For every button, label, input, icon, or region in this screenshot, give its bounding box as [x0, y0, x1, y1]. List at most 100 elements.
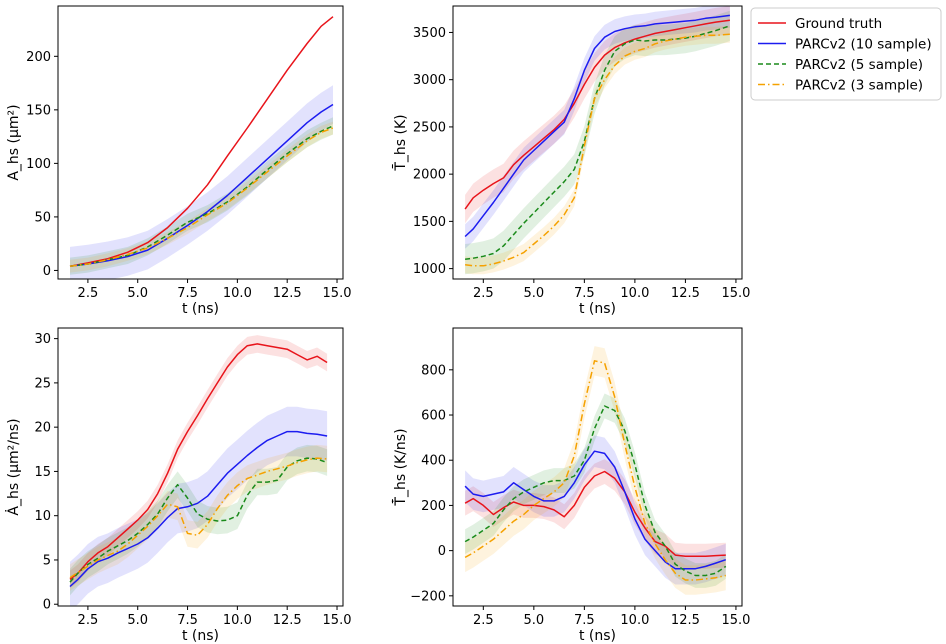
band-0: [465, 459, 726, 569]
y-tick-label: 3500: [413, 26, 446, 41]
x-tick-label: 12.5: [273, 286, 302, 301]
x-axis-label: t (ns): [579, 301, 616, 317]
series-line-0: [69, 16, 334, 267]
band-3: [70, 444, 328, 591]
series-line-1: [69, 103, 334, 267]
y-axis-label: T̄_hs (K): [391, 114, 409, 171]
legend-label-0: Ground truth: [795, 16, 882, 32]
x-axis-label: t (ns): [579, 628, 616, 644]
x-tick-label: 5.0: [523, 613, 544, 628]
band-3: [465, 346, 726, 595]
x-tick-label: 10.0: [223, 286, 252, 301]
series-line-3: [464, 360, 726, 581]
y-tick-label: 30: [34, 332, 51, 347]
series-line-2: [69, 457, 328, 583]
band-3: [70, 121, 333, 273]
legend-label-2: PARCv2 (5 sample): [795, 57, 923, 73]
band-1: [465, 435, 726, 585]
series-line-2: [69, 125, 334, 267]
x-tick-label: 7.5: [574, 613, 595, 628]
x-tick-label: 12.5: [671, 286, 700, 301]
axes-frame: [452, 327, 743, 607]
panel-area-rate: 2.5 5.0 7.5 10.0 12.5 15.0 0 5 10 15 20 25 30 t (ns) Ȧ…: [4, 327, 352, 644]
x-tick-label: 2.5: [78, 286, 99, 301]
y-tick-label: 0: [438, 544, 446, 559]
x-tick-label: 5.0: [127, 286, 148, 301]
series-line-3: [69, 457, 328, 579]
y-tick-label: 200: [26, 50, 51, 65]
band-1: [70, 85, 333, 279]
band-0: [465, 6, 730, 224]
y-tick-label: 15: [34, 465, 51, 480]
series-line-1: [69, 430, 328, 588]
x-tick-label: 12.5: [671, 613, 700, 628]
band-2: [465, 10, 730, 275]
x-tick-label: 10.0: [223, 613, 252, 628]
y-tick-label: 2000: [413, 168, 446, 183]
y-axis-label: T̄̇_hs (K/ns): [391, 428, 409, 506]
y-tick-label: 3000: [413, 73, 446, 88]
y-tick-label: 100: [26, 157, 51, 172]
x-tick-label: 2.5: [78, 613, 99, 628]
series-line-0: [464, 19, 730, 210]
y-tick-label: 200: [421, 499, 446, 514]
axes-frame: [57, 327, 344, 607]
x-tick-label: 5.0: [523, 286, 544, 301]
legend-label-3: PARCv2 (3 sample): [795, 78, 923, 94]
y-tick-label: 25: [34, 376, 51, 391]
y-tick-label: 5: [43, 553, 51, 568]
y-tick-label: 50: [34, 210, 51, 225]
band-2: [70, 444, 328, 596]
y-tick-label: 20: [34, 421, 51, 436]
axes-frame: [57, 5, 344, 280]
band-1: [465, 6, 730, 249]
plot-area: [69, 335, 328, 606]
series-line-3: [69, 127, 334, 267]
x-axis-label: t (ns): [182, 301, 219, 317]
plot-area: [464, 346, 727, 595]
x-tick-label: 5.0: [127, 613, 148, 628]
series-line-1: [464, 14, 730, 238]
x-tick-label: 15.0: [721, 286, 750, 301]
x-tick-label: 7.5: [177, 613, 198, 628]
legend-box: [750, 7, 942, 101]
panel-area: 2.5 5.0 7.5 10.0 12.5 15.0 0 50 100 150 200 t (ns) A…: [6, 5, 351, 317]
x-tick-label: 7.5: [177, 286, 198, 301]
band-1: [70, 406, 328, 606]
y-tick-label: 10: [34, 509, 51, 524]
y-tick-label: 2500: [413, 120, 446, 135]
x-tick-label: 7.5: [574, 286, 595, 301]
y-tick-label: 0: [43, 598, 51, 613]
y-tick-label: 1500: [413, 215, 446, 230]
band-2: [70, 117, 333, 275]
y-tick-label: 0: [43, 264, 51, 279]
x-tick-label: 12.5: [273, 613, 302, 628]
x-axis-label: t (ns): [182, 628, 219, 644]
axes-frame: [452, 5, 743, 280]
band-0: [70, 335, 328, 589]
legend-label-1: PARCv2 (10 sample): [795, 37, 932, 53]
series-line-3: [465, 33, 730, 267]
band-2: [465, 393, 726, 588]
series-line-0: [69, 343, 328, 580]
y-tick-label: 800: [421, 363, 446, 378]
x-tick-label: 2.5: [473, 286, 494, 301]
y-tick-label: 600: [421, 409, 446, 424]
panel-temperature: 2.5 5.0 7.5 10.0 12.5 15.0 1000 1500 2000 2500 300…: [391, 5, 750, 317]
y-tick-label: 400: [421, 454, 446, 469]
legend: Ground truth PARCv2 (10 sample) PARCv2 (5 …: [750, 7, 942, 101]
x-tick-label: 15.0: [323, 613, 352, 628]
plot-area: [464, 6, 731, 275]
plot-area: [69, 16, 334, 279]
y-axis-label: Ȧ_hs (μm²/ns): [4, 418, 22, 515]
y-tick-label: 1000: [413, 262, 446, 277]
y-tick-label: 150: [26, 103, 51, 118]
x-tick-label: 10.0: [620, 613, 649, 628]
y-tick-label: −200: [410, 589, 446, 604]
x-tick-label: 10.0: [620, 286, 649, 301]
y-axis-label: A_hs (μm²): [6, 104, 22, 180]
series-line-2: [464, 405, 727, 577]
panel-temperature-rate: 2.5 5.0 7.5 10.0 12.5 15.0 −200 0 200 400 600 800 t …: [391, 327, 750, 644]
x-tick-label: 2.5: [473, 613, 494, 628]
